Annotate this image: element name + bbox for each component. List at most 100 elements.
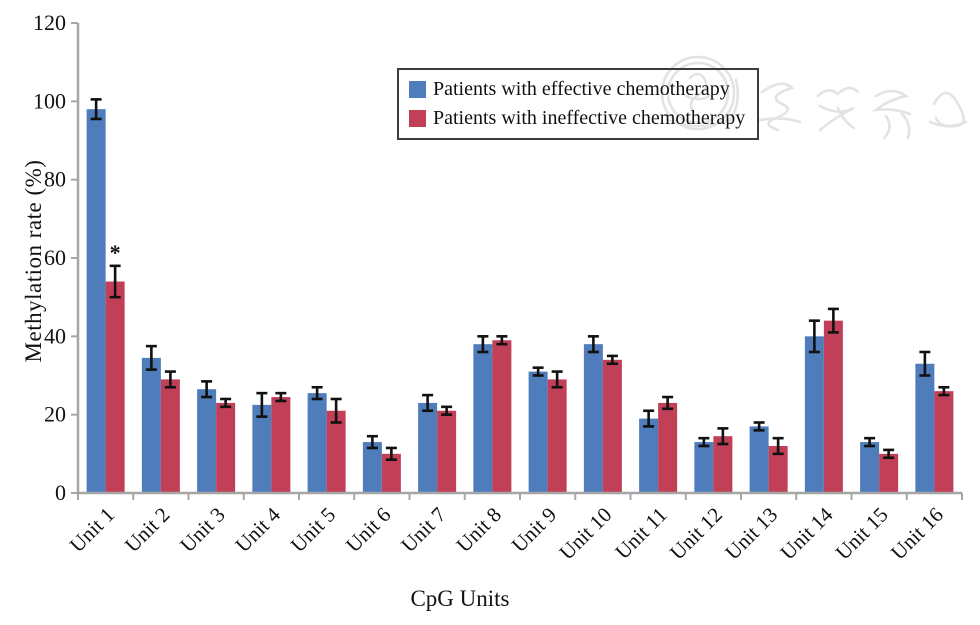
error-bar [643, 409, 655, 428]
x-tick-label: Unit 1 [65, 503, 120, 558]
bar-effective-unit-4 [252, 404, 272, 493]
x-tick-label: Unit 12 [665, 503, 727, 565]
x-tick-label: Unit 8 [451, 503, 506, 558]
error-bar [201, 380, 213, 399]
watermark-script-strokes [726, 78, 968, 140]
bar-ineffective-unit-7 [437, 410, 457, 493]
bar-effective-unit-12 [694, 442, 714, 493]
x-tick-label: Unit 16 [886, 503, 948, 565]
error-bar [808, 319, 820, 354]
error-bar [164, 370, 176, 389]
legend-swatch-ineffective [409, 109, 426, 127]
bar-ineffective-unit-4 [271, 397, 291, 493]
error-bar [938, 385, 950, 397]
error-bar [256, 391, 268, 418]
error-bar [220, 397, 232, 409]
error-bar [366, 434, 378, 450]
error-bar [827, 307, 839, 334]
x-axis-title: CpG Units [410, 586, 510, 611]
bar-effective-unit-9 [528, 371, 548, 493]
error-bar [864, 436, 876, 448]
error-bar [422, 393, 434, 413]
bar-effective-unit-8 [473, 344, 493, 493]
error-bar [496, 335, 508, 346]
bar-effective-unit-1 [86, 109, 106, 494]
legend-item-effective: Patients with effective chemotherapy [409, 78, 747, 100]
x-tick-label: Unit 3 [175, 503, 230, 558]
error-bar [883, 448, 895, 460]
x-tick-label: Unit 7 [396, 503, 451, 558]
bar-effective-unit-14 [804, 336, 824, 493]
error-bar [90, 98, 102, 121]
bar-effective-unit-11 [639, 418, 659, 493]
bar-effective-unit-13 [749, 426, 769, 493]
bar-ineffective-unit-3 [216, 402, 236, 493]
bar-effective-unit-10 [583, 344, 603, 493]
bar-ineffective-unit-1 [105, 281, 125, 493]
x-tick-label: Unit 4 [230, 502, 285, 557]
error-bar [330, 397, 342, 424]
legend-label-ineffective: Patients with ineffective chemotherapy [433, 107, 746, 129]
bar-ineffective-unit-11 [658, 402, 678, 493]
legend-swatch-effective [409, 80, 426, 98]
bar-effective-unit-5 [307, 393, 327, 493]
error-bar [662, 395, 674, 411]
x-tick-label: Unit 15 [831, 503, 893, 565]
bar-ineffective-unit-10 [602, 359, 622, 493]
bar-effective-unit-3 [197, 389, 217, 493]
y-tick-label: 60 [44, 245, 66, 270]
error-bar [477, 335, 489, 354]
x-tick-label: Unit 13 [720, 503, 782, 565]
legend-item-ineffective: Patients with ineffective chemotherapy [409, 107, 747, 129]
error-bar [551, 370, 563, 389]
legend-label-effective: Patients with effective chemotherapy [433, 78, 730, 100]
bar-effective-unit-7 [418, 402, 438, 493]
error-bar [587, 335, 599, 354]
y-tick-label: 80 [44, 167, 66, 192]
x-tick-label: Unit 6 [341, 503, 396, 558]
error-bar [311, 385, 323, 401]
bar-ineffective-unit-5 [326, 410, 346, 493]
bar-ineffective-unit-6 [381, 453, 401, 493]
error-bar [385, 446, 397, 462]
x-tick-label: Unit 2 [120, 503, 175, 558]
y-axis-title: Methylation rate (%) [21, 159, 46, 363]
y-tick-label: 120 [33, 10, 66, 35]
bar-ineffective-unit-2 [160, 379, 180, 493]
legend: Patients with effective chemotherapy Pat… [397, 68, 759, 140]
error-bar [275, 391, 287, 403]
bar-ineffective-unit-14 [823, 320, 843, 493]
error-bar [532, 366, 544, 377]
error-bar [772, 436, 784, 456]
bar-ineffective-unit-13 [768, 446, 788, 493]
bar-effective-unit-16 [915, 363, 935, 493]
x-tick-label: Unit 10 [554, 503, 616, 565]
error-bar [698, 436, 710, 448]
x-tick-label: Unit 11 [610, 503, 671, 564]
bar-effective-unit-2 [141, 357, 161, 493]
x-tick-label: Unit 9 [507, 503, 562, 558]
bar-effective-unit-15 [860, 442, 880, 493]
x-tick-label: Unit 5 [286, 503, 341, 558]
bar-effective-unit-6 [362, 442, 382, 493]
bar-ineffective-unit-16 [934, 391, 954, 493]
significance-asterisk: * [110, 240, 121, 265]
y-tick-label: 20 [44, 402, 66, 427]
bar-ineffective-unit-8 [492, 340, 512, 493]
error-bar [717, 427, 729, 446]
y-tick-label: 100 [33, 88, 66, 113]
error-bar [441, 405, 453, 416]
x-tick-label: Unit 14 [775, 502, 837, 564]
error-bar [606, 354, 618, 366]
error-bar [109, 264, 121, 299]
bar-ineffective-unit-9 [547, 379, 567, 493]
y-tick-label: 40 [44, 323, 66, 348]
error-bar [145, 344, 157, 371]
error-bar [753, 421, 765, 432]
bar-ineffective-unit-12 [713, 436, 733, 493]
error-bar [919, 350, 931, 377]
bar-ineffective-unit-15 [879, 453, 899, 493]
